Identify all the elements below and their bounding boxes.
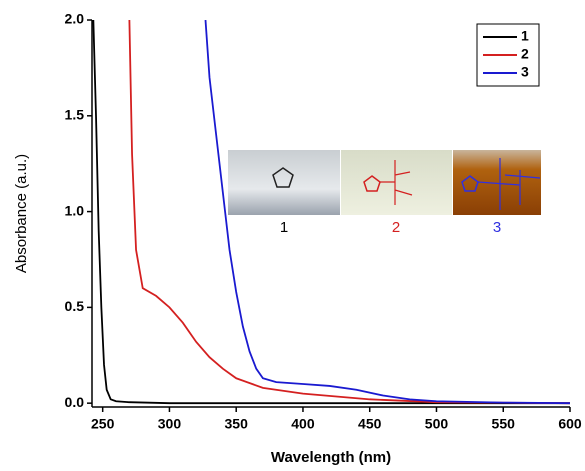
legend-label: 2 [521,46,529,62]
series-line [128,20,570,405]
x-tick-label: 300 [158,416,182,432]
x-tick-label: 450 [358,416,382,432]
x-tick-label: 350 [225,416,249,432]
inset-label: 3 [493,219,501,236]
x-tick-label: 500 [425,416,449,432]
inset-label: 1 [280,219,288,236]
x-tick-label: 250 [91,416,115,432]
molecule [363,175,381,192]
y-tick-label: 2.0 [65,11,85,27]
inset-label: 2 [392,219,400,236]
x-tick-label: 400 [291,416,315,432]
chains [477,158,541,210]
photo [228,150,340,215]
series-line [204,20,570,405]
chains [380,160,413,205]
y-axis-label: Absorbance (a.u.) [13,154,30,273]
molecule [461,175,479,192]
series-line [92,20,570,405]
x-axis-label: Wavelength (nm) [271,449,391,466]
y-tick-label: 1.5 [65,106,85,122]
x-tick-label: 550 [492,416,516,432]
x-tick-label: 600 [558,416,582,432]
molecule [272,167,294,188]
y-tick-label: 1.0 [65,202,85,218]
inset-photos [228,150,541,215]
legend-label: 1 [521,28,529,44]
y-tick-label: 0.5 [65,298,85,314]
y-tick-label: 0.0 [65,394,85,410]
legend-label: 3 [521,64,529,80]
photo [341,150,452,215]
photo [453,150,541,215]
